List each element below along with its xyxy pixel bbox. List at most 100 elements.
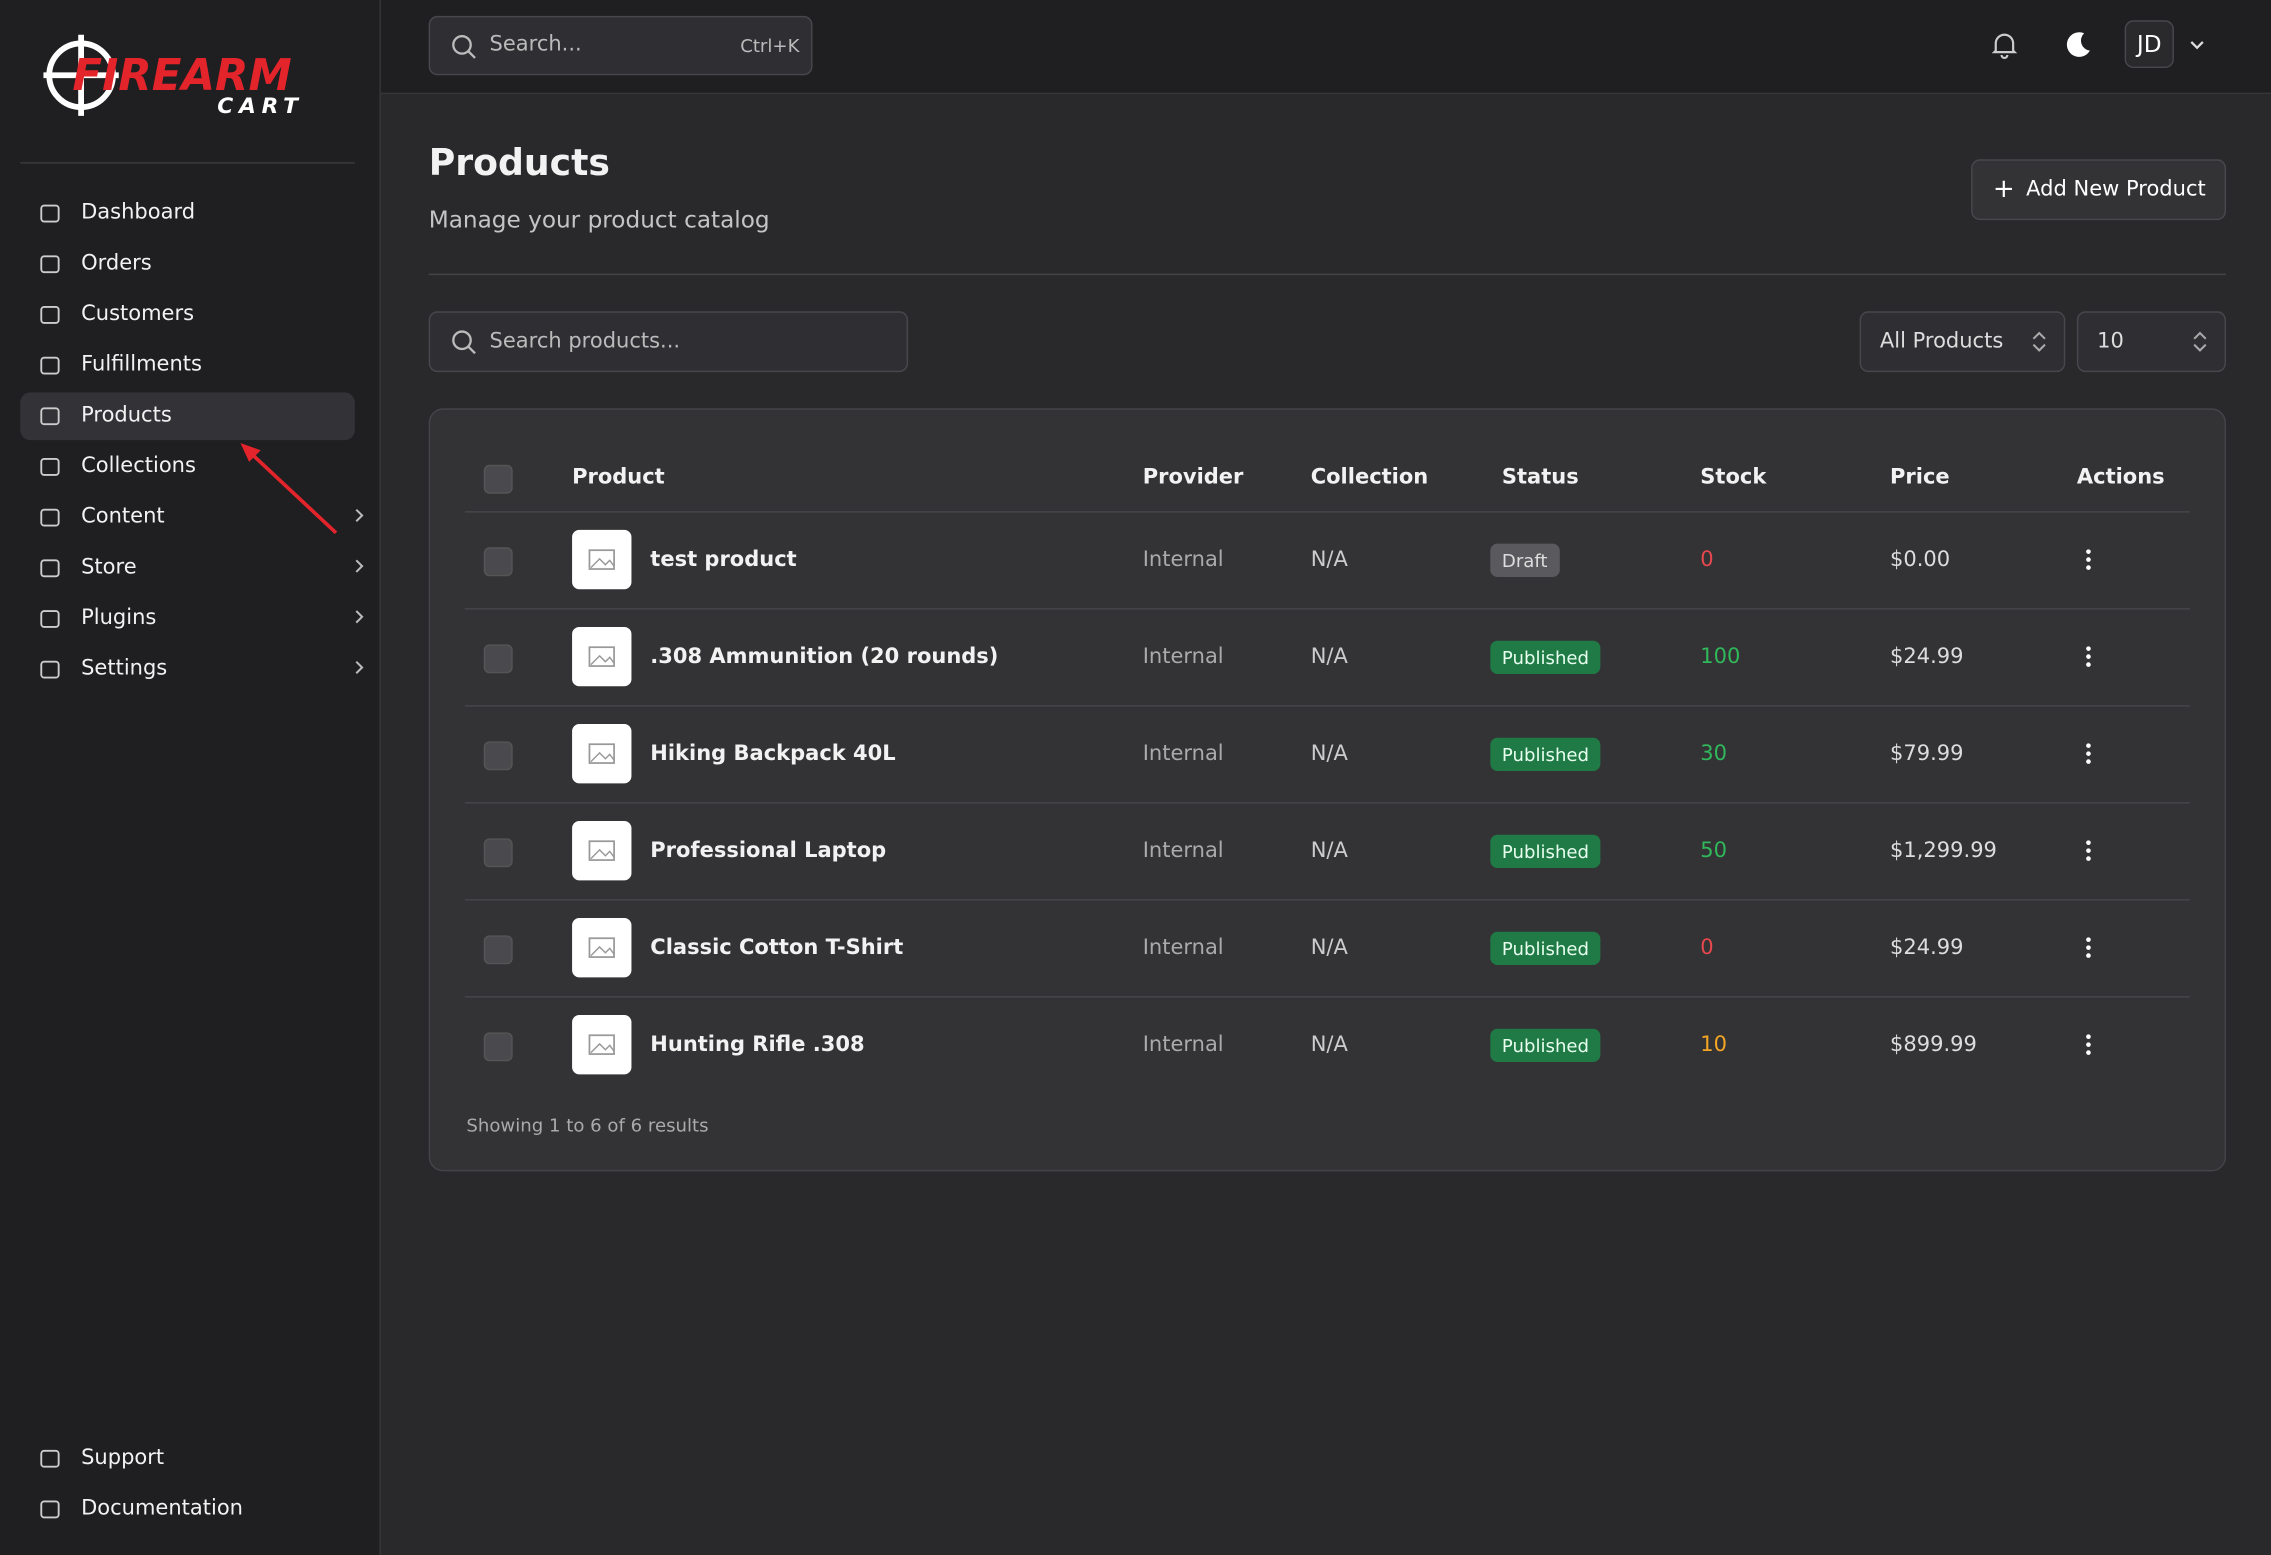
page-size[interactable]: 10 [2076, 311, 2227, 373]
checkbox[interactable] [483, 838, 513, 868]
price: $24.99 [1890, 936, 1964, 960]
row-divider [464, 802, 2190, 804]
product-thumb [572, 626, 632, 687]
nav-label: Collections [81, 454, 196, 478]
column-header: Status [1501, 466, 1579, 490]
nav-item[interactable]: Documentation [20, 1485, 355, 1533]
checkbox[interactable] [483, 1032, 513, 1062]
nav-item[interactable]: Collections [20, 443, 355, 491]
collection: N/A [1310, 839, 1348, 863]
provider: Internal [1142, 742, 1224, 766]
nav-label: Settings [81, 657, 168, 682]
logo-subtext: CART [217, 94, 303, 119]
price: $899.99 [1890, 1033, 1977, 1057]
row-actions[interactable] [2086, 743, 2092, 771]
row-actions[interactable] [2086, 937, 2092, 965]
provider: Internal [1142, 645, 1224, 669]
stock: 0 [1700, 936, 1714, 960]
product-name[interactable]: test product [650, 548, 797, 572]
nav-item[interactable]: Customers [20, 291, 355, 339]
row-actions[interactable] [2086, 549, 2092, 577]
product-table: Product Provider Collection Status Stock Pric… [428, 408, 2227, 1172]
nav-label: Customers [81, 302, 195, 326]
checkbox[interactable] [483, 547, 513, 577]
collection: N/A [1310, 936, 1348, 960]
checkbox[interactable] [483, 644, 513, 674]
row-divider [464, 511, 2190, 513]
product-name[interactable]: Hunting Rifle .308 [650, 1033, 865, 1057]
page-title: Products [428, 141, 610, 184]
divider [428, 273, 2227, 276]
search-placeholder: Search... [489, 33, 582, 57]
checkbox[interactable] [483, 464, 513, 494]
row-actions[interactable] [2086, 1034, 2092, 1062]
nav-item[interactable]: Products [20, 392, 355, 441]
nav-item[interactable]: Content [20, 494, 364, 542]
column-header: Actions [2076, 466, 2165, 490]
status-badge: Published [1490, 834, 1601, 869]
stock: 30 [1700, 742, 1728, 766]
nav-label: Orders [81, 251, 152, 275]
nav-item[interactable]: Support [20, 1434, 355, 1482]
table-footer: Showing 1 to 6 of 6 results [466, 1114, 709, 1136]
product-thumb [572, 1014, 632, 1075]
bell-icon[interactable] [1991, 30, 2018, 59]
stock: 10 [1700, 1033, 1728, 1057]
row-divider [464, 608, 2190, 610]
checkbox[interactable] [483, 741, 513, 771]
status-badge: Published [1490, 931, 1601, 966]
theme-toggle[interactable] [2064, 30, 2093, 59]
page-subtitle: Manage your product catalog [428, 205, 770, 234]
status-badge: Published [1490, 737, 1601, 772]
nav-label: Fulfillments [81, 352, 202, 377]
nav-item[interactable]: Store [20, 545, 364, 593]
avatar-chevron[interactable] [2188, 38, 2205, 52]
row-actions[interactable] [2086, 646, 2092, 674]
price: $24.99 [1890, 645, 1964, 669]
product-name[interactable]: Classic Cotton T-Shirt [650, 936, 904, 960]
row-divider [464, 899, 2190, 901]
collection: N/A [1310, 1033, 1348, 1057]
status-badge: Published [1490, 1028, 1601, 1063]
divider [20, 162, 355, 164]
button-label: Add New Product [2026, 178, 2206, 202]
row-divider [464, 705, 2190, 707]
nav-label: Store [81, 556, 137, 580]
checkbox[interactable] [483, 935, 513, 965]
row-actions[interactable] [2086, 840, 2092, 868]
nav-item[interactable]: Plugins [20, 596, 364, 644]
collection: N/A [1310, 645, 1348, 669]
product-thumb [572, 529, 632, 590]
search-placeholder: Search products... [489, 330, 681, 354]
nav-item[interactable]: Orders [20, 240, 355, 288]
nav-item[interactable]: Settings [20, 646, 364, 694]
nav-item[interactable]: Dashboard [20, 189, 355, 237]
product-thumb [572, 917, 632, 978]
stock: 50 [1700, 839, 1728, 863]
shortcut: Ctrl+K [740, 34, 800, 57]
row-divider [464, 996, 2190, 998]
sidebar: FIREARM CART Dashboard Orders Customers Ful… [0, 0, 381, 1555]
avatar[interactable]: JD [2124, 20, 2174, 69]
nav-label: Plugins [81, 607, 157, 631]
product-name[interactable]: .308 Ammunition (20 rounds) [650, 645, 999, 669]
nav-item[interactable]: Fulfillments [20, 341, 355, 389]
collection: N/A [1310, 548, 1348, 572]
product-name[interactable]: Professional Laptop [650, 839, 887, 863]
provider: Internal [1142, 1033, 1224, 1057]
global-search[interactable]: Search... Ctrl+K [428, 15, 813, 76]
product-name[interactable]: Hiking Backpack 40L [650, 742, 896, 766]
product-search[interactable]: Search products... [428, 311, 909, 373]
add-product-button[interactable]: + Add New Product [1971, 159, 2227, 221]
column-header: Collection [1310, 466, 1429, 490]
provider: Internal [1142, 936, 1224, 960]
status-filter[interactable]: All Products [1859, 311, 2066, 373]
stock: 0 [1700, 548, 1714, 572]
logo: FIREARM CART [43, 34, 303, 119]
provider: Internal [1142, 839, 1224, 863]
column-header: Product [572, 466, 665, 490]
product-thumb [572, 820, 632, 881]
status-badge: Published [1490, 640, 1601, 674]
